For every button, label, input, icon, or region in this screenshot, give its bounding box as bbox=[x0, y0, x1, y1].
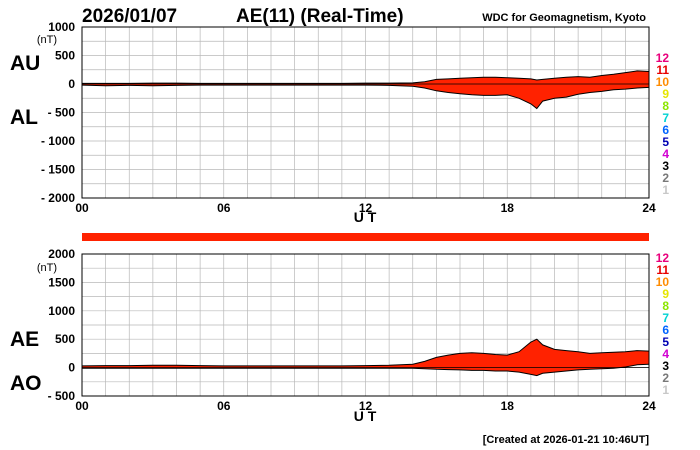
y-tick-label: - 500 bbox=[48, 106, 76, 120]
au-al-series bbox=[81, 70, 650, 110]
au-series-line bbox=[82, 70, 650, 84]
y-tick-label: 0 bbox=[68, 77, 75, 91]
station-legend-item: 11 bbox=[656, 263, 669, 277]
station-legend-item: 8 bbox=[662, 99, 669, 113]
ae-ao-unit-label: (nT) bbox=[37, 262, 57, 274]
au-label: AU bbox=[10, 52, 40, 75]
plot-date: 2026/01/07 bbox=[82, 6, 177, 27]
x-tick-label: 00 bbox=[75, 399, 89, 413]
au-al-grid bbox=[82, 27, 649, 198]
station-legend-item: 12 bbox=[656, 251, 670, 265]
station-legend-item: 8 bbox=[662, 299, 669, 313]
station-legend-item: 6 bbox=[662, 123, 669, 137]
al-series-line bbox=[81, 84, 650, 110]
au-al-x-ticks: 00 06 12 18 24 bbox=[75, 201, 656, 215]
station-legend-item: 4 bbox=[662, 347, 669, 361]
ae-ao-grid bbox=[82, 254, 649, 396]
ae-series-line bbox=[81, 338, 650, 367]
au-al-x-axis-label: U T bbox=[354, 209, 377, 225]
station-legend-item: 2 bbox=[662, 371, 669, 385]
ae-label: AE bbox=[10, 328, 39, 351]
y-tick-label: - 500 bbox=[48, 389, 76, 403]
ae-ao-x-axis-label: U T bbox=[354, 408, 377, 424]
envelope-fill bbox=[82, 339, 649, 376]
y-tick-label: 1000 bbox=[48, 304, 75, 318]
au-al-unit-label: (nT) bbox=[37, 34, 57, 46]
x-tick-label: 00 bbox=[75, 201, 89, 215]
x-tick-label: 24 bbox=[642, 201, 656, 215]
station-legend-item: 11 bbox=[656, 63, 669, 77]
y-tick-label: 2000 bbox=[48, 247, 75, 261]
station-legend-item: 4 bbox=[662, 147, 669, 161]
ao-series-line bbox=[82, 363, 650, 377]
station-legend-item: 5 bbox=[662, 135, 669, 149]
y-tick-label: 500 bbox=[55, 49, 75, 63]
y-tick-label: 1500 bbox=[48, 275, 75, 289]
x-tick-label: 18 bbox=[501, 399, 515, 413]
station-legend-item: 7 bbox=[662, 311, 669, 325]
data-source: WDC for Geomagnetism, Kyoto bbox=[482, 12, 646, 24]
station-legend-item: 1 bbox=[662, 183, 669, 197]
y-tick-label: - 2000 bbox=[41, 191, 75, 205]
y-tick-label: - 1000 bbox=[41, 134, 75, 148]
ae-ao-y-ticks: - 500 0 500 1000 1500 2000 bbox=[48, 247, 76, 403]
y-tick-label: 500 bbox=[55, 332, 75, 346]
x-tick-label: 06 bbox=[217, 201, 231, 215]
plot-title: AE(11) (Real-Time) bbox=[236, 6, 404, 27]
station-legend-item: 12 bbox=[656, 51, 670, 65]
station-legend-item: 10 bbox=[656, 275, 670, 289]
station-legend-item: 1 bbox=[662, 383, 669, 397]
x-tick-label: 24 bbox=[642, 399, 656, 413]
envelope-fill bbox=[82, 70, 649, 109]
x-tick-label: 12 bbox=[359, 201, 373, 215]
station-legend-item: 5 bbox=[662, 335, 669, 349]
data-coverage-bar bbox=[82, 233, 649, 241]
y-tick-label: - 1500 bbox=[41, 163, 75, 177]
x-tick-label: 06 bbox=[217, 399, 231, 413]
station-legend-item: 6 bbox=[662, 323, 669, 337]
al-label: AL bbox=[10, 106, 38, 129]
station-legend-item: 10 bbox=[656, 75, 670, 89]
station-legend-item: 7 bbox=[662, 111, 669, 125]
x-tick-label: 18 bbox=[501, 201, 515, 215]
ao-label: AO bbox=[10, 372, 42, 395]
y-tick-label: 0 bbox=[68, 361, 75, 375]
y-tick-label: 1000 bbox=[48, 20, 75, 34]
au-al-y-ticks: - 2000 - 1500 - 1000 - 500 0 500 1000 bbox=[41, 20, 75, 205]
station-legend-item: 3 bbox=[662, 159, 669, 173]
ae-ao-series bbox=[81, 338, 650, 377]
station-legend-item: 3 bbox=[662, 359, 669, 373]
station-legend-item: 2 bbox=[662, 171, 669, 185]
au-al-plot-frame bbox=[81, 26, 650, 199]
station-legend-item: 9 bbox=[662, 287, 669, 301]
station-legend-item: 9 bbox=[662, 87, 669, 101]
ae-ao-x-ticks: 00 06 12 18 24 bbox=[75, 399, 656, 413]
ae-ao-plot-frame bbox=[81, 253, 650, 397]
x-tick-label: 12 bbox=[359, 399, 373, 413]
created-timestamp: [Created at 2026-01-21 10:46UT] bbox=[483, 434, 650, 446]
